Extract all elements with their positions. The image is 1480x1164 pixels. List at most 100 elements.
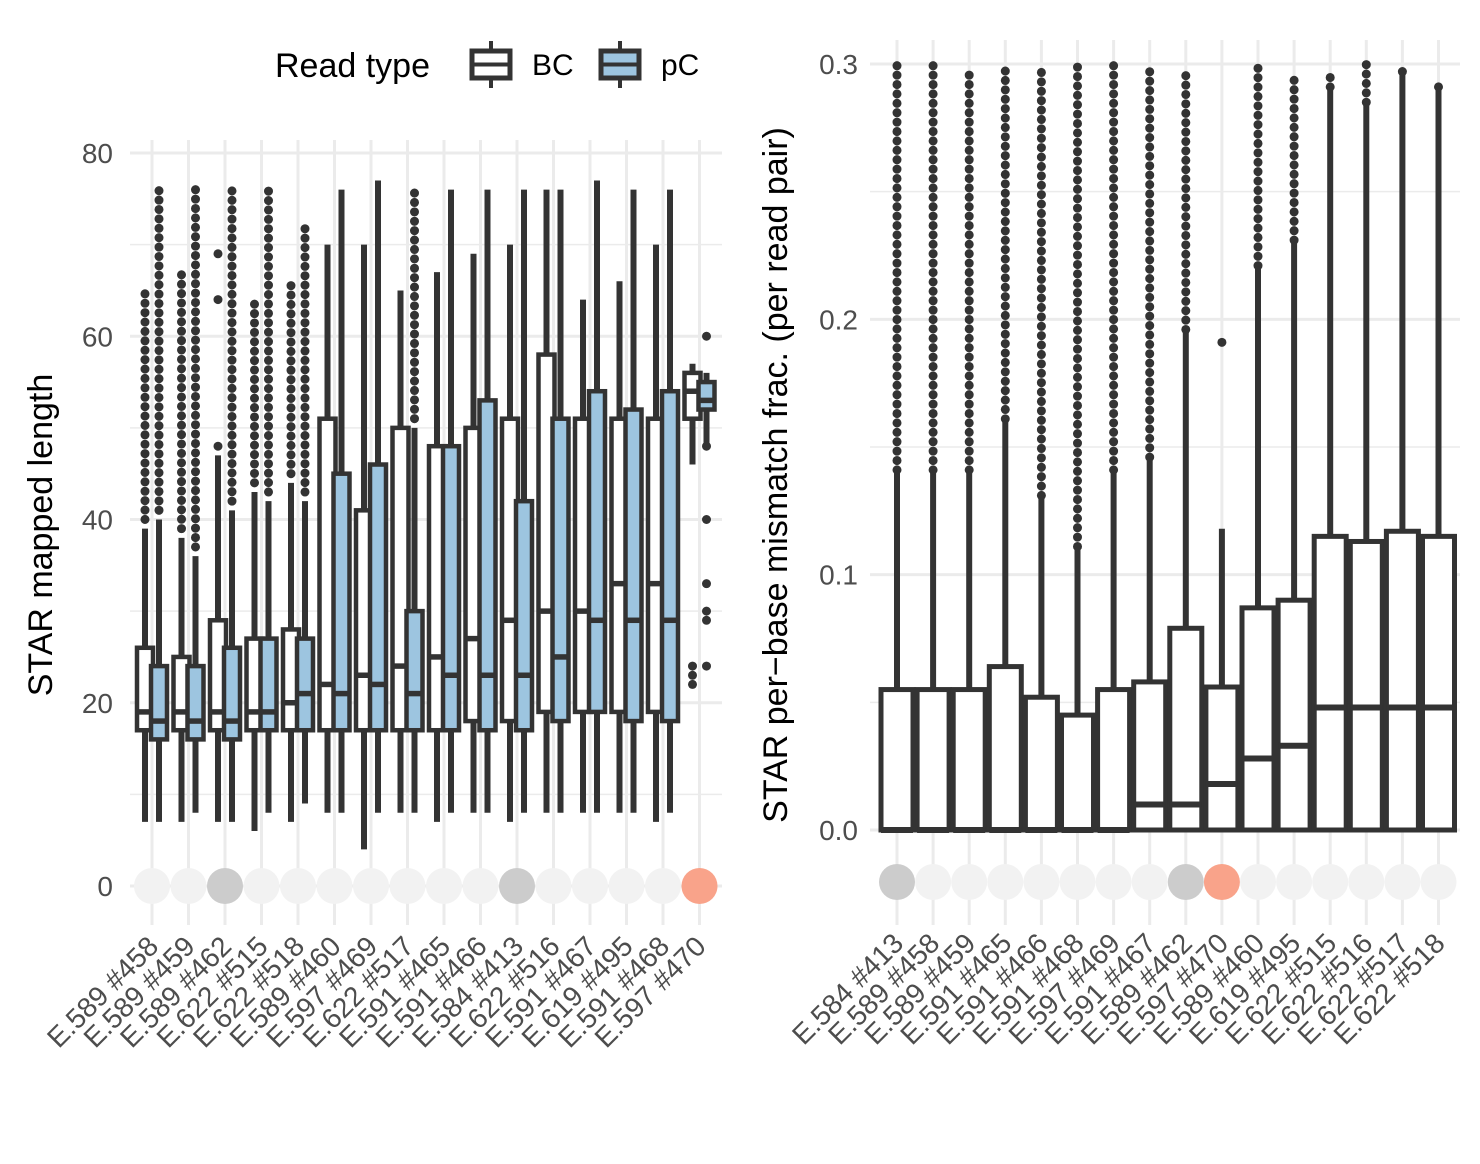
y-tick-label: 0.3: [819, 49, 858, 80]
y-tick-label: 80: [82, 138, 113, 169]
status-dot-salmon: [681, 868, 718, 904]
status-dot-neutral: [572, 868, 608, 904]
status-dot-neutral: [1420, 864, 1457, 900]
box-pc-8: [440, 189, 462, 813]
y-tick-label: 60: [82, 321, 113, 352]
box-13: [1347, 59, 1385, 833]
box-body: [623, 407, 644, 724]
outlier-point: [213, 249, 223, 259]
box-pc-1: [185, 185, 206, 813]
outlier-point: [702, 331, 711, 341]
y-axis-ticks: 0 20 40 60 80: [82, 138, 113, 902]
box-12: [1311, 64, 1349, 833]
box-body: [1420, 533, 1457, 833]
status-dot-neutral: [1131, 864, 1168, 900]
box-7: [1131, 59, 1169, 833]
box-10: [1239, 59, 1277, 833]
box-body: [586, 388, 608, 715]
status-dot-neutral: [1384, 864, 1421, 900]
outlier-point: [688, 679, 697, 689]
box-8: [1167, 64, 1205, 833]
box-pc-0: [148, 185, 170, 822]
status-dot-grey: [879, 864, 915, 900]
box-4: [1022, 59, 1060, 833]
status-dot-neutral: [1276, 864, 1313, 900]
status-dots: [134, 868, 718, 904]
legend-title: Read type: [275, 47, 430, 85]
legend-label: pC: [661, 49, 699, 82]
box-body: [513, 498, 535, 733]
box-body: [440, 443, 462, 733]
box-9: [1203, 337, 1241, 833]
box-2: [950, 62, 988, 833]
status-dot-neutral: [987, 864, 1024, 900]
status-dot-neutral: [1023, 864, 1060, 900]
box-body: [185, 663, 206, 742]
status-dot-salmon: [1203, 864, 1240, 900]
y-tick-label: 0.1: [819, 560, 858, 591]
box-body: [1203, 684, 1241, 833]
box-pc-10: [513, 189, 535, 813]
status-dot-grey: [207, 868, 243, 904]
box-pc-11: [550, 189, 571, 813]
box-3: [986, 59, 1024, 833]
status-dot-neutral: [645, 868, 681, 904]
status-dot-neutral: [389, 868, 426, 904]
status-dot-neutral: [915, 864, 952, 900]
outlier-point: [702, 615, 711, 625]
box-0: [878, 59, 916, 833]
outlier-point: [688, 670, 697, 680]
box-body: [148, 663, 170, 742]
box-5: [1059, 59, 1096, 833]
y-tick-label: 20: [82, 688, 113, 719]
box-body: [659, 388, 681, 724]
box-body: [367, 462, 389, 733]
legend-item-bc: BC: [469, 41, 574, 88]
box-pc-6: [367, 180, 389, 813]
box-body: [696, 379, 717, 412]
y-tick-label: 0.2: [819, 304, 858, 335]
status-dot-neutral: [426, 868, 462, 904]
status-dot-neutral: [1312, 864, 1349, 900]
status-dot-neutral: [316, 868, 353, 904]
status-dot-neutral: [535, 868, 572, 904]
box-body: [1347, 538, 1385, 833]
status-dot-neutral: [462, 868, 499, 904]
outlier-point: [702, 606, 711, 616]
outlier-point: [688, 661, 697, 671]
box-marks: [878, 59, 1457, 833]
outlier-point: [213, 441, 223, 451]
box-body: [258, 636, 279, 733]
box-pc-12: [586, 180, 608, 813]
outlier-point: [702, 661, 711, 671]
legend-item-pc: pC: [598, 41, 699, 88]
box-11: [1275, 69, 1313, 833]
box-marks: [134, 180, 717, 850]
box-pc-15: [696, 331, 717, 671]
box-body: [221, 645, 243, 742]
y-axis-ticks: 0.0 0.1 0.2 0.3: [819, 49, 858, 846]
box-body: [1239, 605, 1277, 833]
y-tick-label: 0: [97, 871, 113, 902]
status-dots: [879, 864, 1457, 900]
status-dot-neutral: [1095, 864, 1132, 900]
status-dot-neutral: [1348, 864, 1385, 900]
left-chart: 0 20 40 60 80 STAR mapped length E.589 #458E.5…: [22, 138, 722, 1054]
right-chart: 0.0 0.1 0.2 0.3 STAR per−base mismatch frac.…: [757, 40, 1460, 1051]
y-axis-title: STAR per−base mismatch frac. (per read p…: [757, 127, 795, 823]
outlier-point: [702, 441, 711, 451]
box-body: [1275, 597, 1313, 833]
box-body: [1022, 694, 1060, 833]
box-body: [294, 636, 316, 733]
box-15: [1420, 74, 1457, 833]
box-1: [914, 59, 952, 833]
status-dot-neutral: [243, 868, 280, 904]
status-dot-neutral: [353, 868, 389, 904]
box-body: [550, 416, 571, 724]
outlier-point: [213, 295, 223, 305]
status-dot-neutral: [1240, 864, 1276, 900]
box-6: [1095, 59, 1133, 833]
